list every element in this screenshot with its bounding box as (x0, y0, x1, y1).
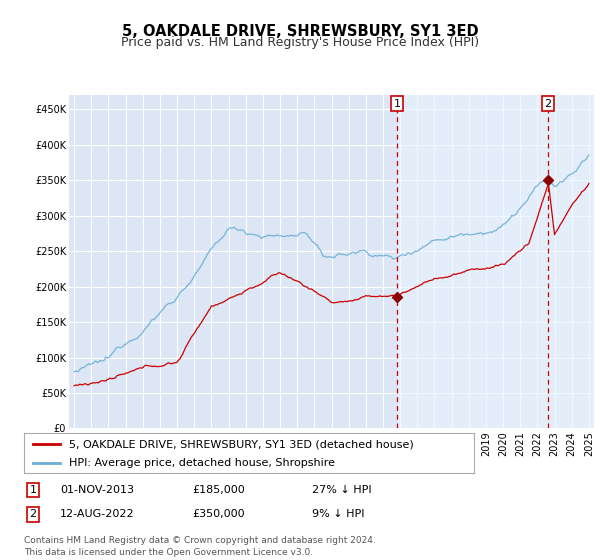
Text: 2: 2 (544, 99, 551, 109)
Text: 1: 1 (29, 485, 37, 495)
Text: Price paid vs. HM Land Registry's House Price Index (HPI): Price paid vs. HM Land Registry's House … (121, 36, 479, 49)
Text: HPI: Average price, detached house, Shropshire: HPI: Average price, detached house, Shro… (69, 458, 335, 468)
Text: £350,000: £350,000 (192, 509, 245, 519)
Text: 2: 2 (29, 509, 37, 519)
Text: 5, OAKDALE DRIVE, SHREWSBURY, SY1 3ED: 5, OAKDALE DRIVE, SHREWSBURY, SY1 3ED (122, 24, 478, 39)
Bar (397, 95, 598, 428)
Text: 1: 1 (394, 99, 401, 109)
Text: 5, OAKDALE DRIVE, SHREWSBURY, SY1 3ED (detached house): 5, OAKDALE DRIVE, SHREWSBURY, SY1 3ED (d… (69, 439, 414, 449)
Text: Contains HM Land Registry data © Crown copyright and database right 2024.
This d: Contains HM Land Registry data © Crown c… (24, 536, 376, 557)
Text: 9% ↓ HPI: 9% ↓ HPI (312, 509, 365, 519)
Text: £185,000: £185,000 (192, 485, 245, 495)
Text: 01-NOV-2013: 01-NOV-2013 (60, 485, 134, 495)
Text: 12-AUG-2022: 12-AUG-2022 (60, 509, 134, 519)
Text: 27% ↓ HPI: 27% ↓ HPI (312, 485, 371, 495)
